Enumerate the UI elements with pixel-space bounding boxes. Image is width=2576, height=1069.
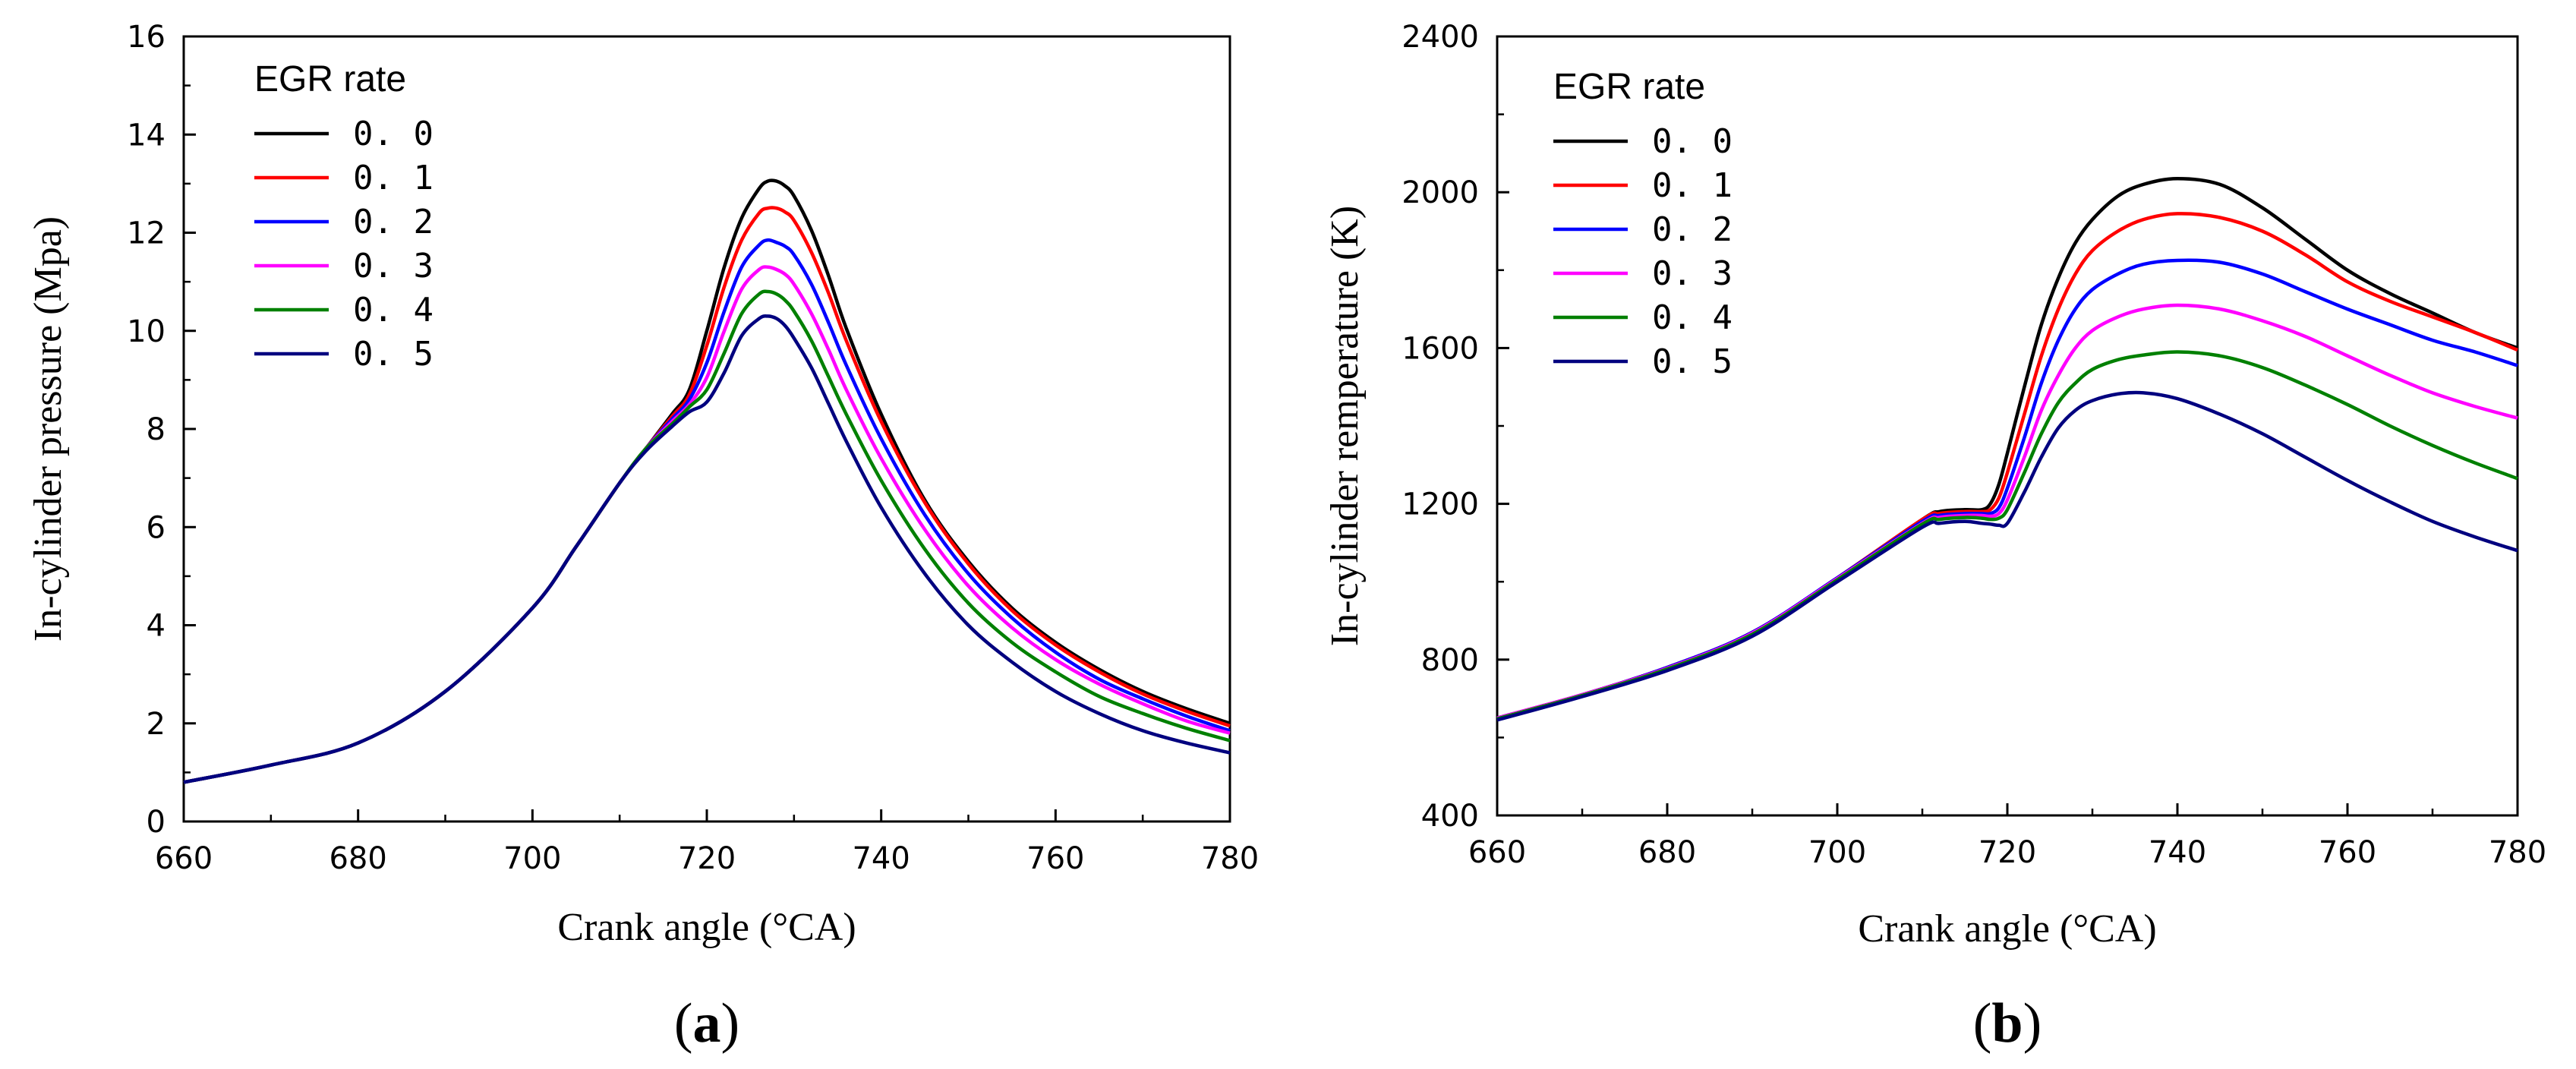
series-line bbox=[1496, 390, 2518, 722]
legend-title: EGR rate bbox=[254, 59, 406, 99]
legend-label: 0. 3 bbox=[353, 247, 434, 285]
x-tick-label: 760 bbox=[1026, 841, 1084, 876]
series-line bbox=[183, 314, 1231, 784]
y-axis-title: In-cylinder pressure (Mpa) bbox=[27, 216, 70, 642]
y-tick-label: 1200 bbox=[1402, 487, 1479, 522]
legend-label: 0. 3 bbox=[1652, 254, 1733, 293]
y-tick-label: 400 bbox=[1421, 799, 1479, 834]
y-tick-label: 0 bbox=[147, 805, 166, 840]
axis-ticks: 660 680 700 720 740 760 780 0 2 4 6 8 10 12 14 16 bbox=[127, 20, 1259, 876]
x-tick-label: 720 bbox=[678, 841, 736, 876]
panel-label: (b) bbox=[1973, 992, 2042, 1055]
y-tick-label: 12 bbox=[127, 216, 166, 251]
panel-label-close: ) bbox=[721, 992, 740, 1055]
y-tick-label: 8 bbox=[147, 412, 166, 447]
y-tick-label: 16 bbox=[127, 20, 166, 55]
x-tick-label: 760 bbox=[2319, 835, 2376, 870]
y-tick-label: 2400 bbox=[1402, 20, 1479, 55]
legend-label: 0. 4 bbox=[353, 291, 434, 330]
y-tick-label: 2000 bbox=[1402, 175, 1479, 210]
x-tick-label: 680 bbox=[1638, 835, 1696, 870]
legend-title: EGR rate bbox=[1553, 67, 1705, 107]
panel-label-open: ( bbox=[674, 992, 693, 1055]
legend-label: 0. 1 bbox=[1652, 166, 1733, 205]
y-tick-label: 6 bbox=[147, 510, 166, 545]
x-tick-label: 700 bbox=[503, 841, 561, 876]
y-tick-label: 4 bbox=[147, 609, 166, 644]
series-line bbox=[1496, 350, 2518, 721]
panel-label-close: ) bbox=[2023, 992, 2042, 1055]
x-axis-title: Crank angle (°CA) bbox=[557, 906, 856, 949]
x-tick-label: 660 bbox=[155, 841, 213, 876]
x-tick-label: 680 bbox=[329, 841, 386, 876]
x-tick-label: 700 bbox=[1808, 835, 1866, 870]
panel-label: (a) bbox=[674, 992, 739, 1055]
legend-label: 0. 5 bbox=[353, 335, 434, 374]
y-tick-label: 2 bbox=[147, 707, 166, 742]
legend-label: 0. 2 bbox=[353, 203, 434, 241]
y-tick-label: 14 bbox=[127, 118, 166, 153]
y-tick-label: 10 bbox=[127, 314, 166, 349]
plot-frame bbox=[1496, 35, 2519, 817]
axis-ticks: 660 680 700 720 740 760 780 400 800 1200 1600 2000 2… bbox=[1402, 20, 2546, 870]
x-tick-label: 660 bbox=[1468, 835, 1526, 870]
panel-label-letter: b bbox=[1991, 992, 2023, 1055]
x-tick-label: 780 bbox=[2489, 835, 2546, 870]
series-lines bbox=[183, 178, 1231, 784]
series-line bbox=[1496, 176, 2518, 720]
x-axis-title: Crank angle (°CA) bbox=[1858, 907, 2156, 951]
y-axis-title: In-cylinder remperature (K) bbox=[1323, 206, 1367, 646]
y-tick-label: 1600 bbox=[1402, 331, 1479, 366]
x-tick-label: 780 bbox=[1201, 841, 1259, 876]
legend-label: 0. 4 bbox=[1652, 298, 1733, 337]
legend-label: 0. 2 bbox=[1652, 210, 1733, 249]
panel-b: 660 680 700 720 740 760 780 400 800 1200 1600 2000 2… bbox=[1323, 20, 2546, 1055]
series-line bbox=[1496, 212, 2518, 720]
legend: EGR rate 0. 0 0. 1 0. 2 0. 3 0. 4 0. 5 bbox=[1553, 67, 1733, 381]
series-line bbox=[183, 206, 1231, 784]
panel-label-letter: a bbox=[693, 992, 721, 1055]
plot-frame bbox=[182, 35, 1231, 823]
legend-label: 0. 0 bbox=[1652, 122, 1733, 161]
legend: EGR rate 0. 0 0. 1 0. 2 0. 3 0. 4 0. 5 bbox=[254, 59, 434, 374]
series-line bbox=[183, 178, 1231, 784]
x-tick-label: 740 bbox=[2149, 835, 2206, 870]
legend-label: 0. 1 bbox=[353, 159, 434, 197]
series-lines bbox=[1496, 176, 2518, 722]
legend-label: 0. 5 bbox=[1652, 342, 1733, 381]
x-tick-label: 740 bbox=[852, 841, 910, 876]
y-tick-label: 800 bbox=[1421, 643, 1479, 678]
panel-a: 660 680 700 720 740 760 780 0 2 4 6 8 10 12 14 16 EGR r… bbox=[27, 20, 1259, 1055]
panel-label-open: ( bbox=[1973, 992, 1992, 1055]
x-tick-label: 720 bbox=[1979, 835, 2036, 870]
legend-label: 0. 0 bbox=[353, 115, 434, 153]
